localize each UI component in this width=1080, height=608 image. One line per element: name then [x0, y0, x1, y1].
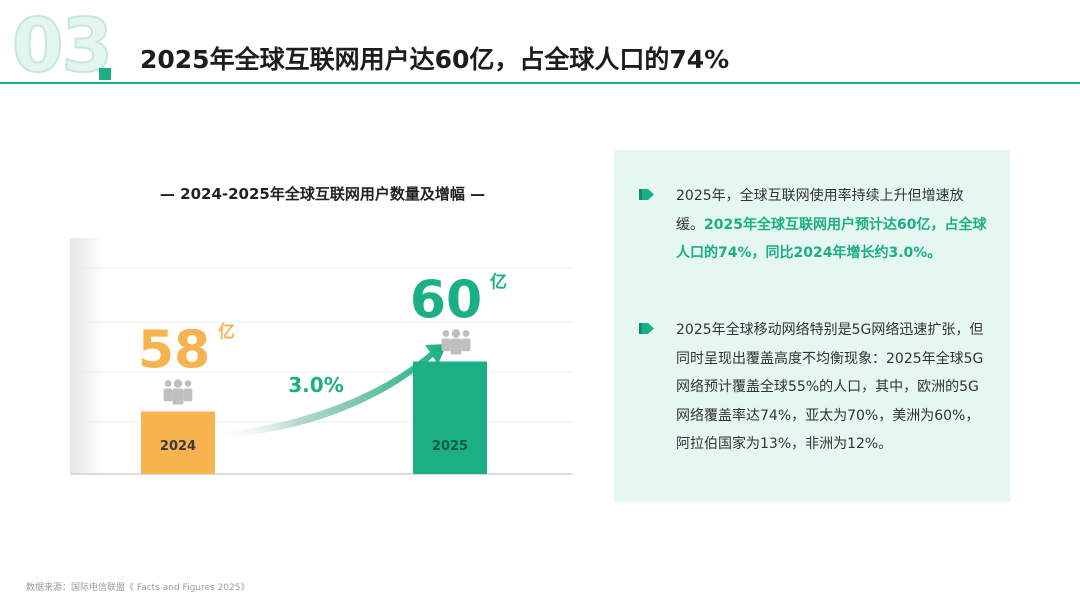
chart-title: — 2024-2025年全球互联网用户数量及增幅 — [159, 185, 486, 203]
bullet-1-text: 2025年，全球互联网使用率持续上升但增速放缓。 [676, 188, 964, 233]
page-title: 2025年全球互联网用户达60亿，占全球人口的74% [140, 45, 730, 74]
data-source-note: 数据来源：国际电信联盟《 Facts and Figures 2025》 [26, 583, 250, 593]
growth-label: 3.0% [288, 373, 343, 397]
bullet-1-highlight: 2025年全球互联网用户预计达60亿，占全球人口的74%，同比2024年增长约3… [676, 216, 987, 262]
bullet-2-text: 2025年全球移动网络特别是5G网络迅速扩张，但同时呈现出覆盖高度不均衡现象：2… [676, 322, 984, 452]
summary-panel: 2025年，全球互联网使用率持续上升但增速放缓。2025年全球互联网用户预计达6… [614, 150, 1010, 502]
unit-label: 亿 [490, 272, 507, 293]
bullet-marker-icon [639, 189, 654, 200]
header-divider [0, 82, 1080, 84]
bar-2025 [413, 361, 487, 474]
value-label: 58 [138, 321, 210, 381]
chart-gridlines [70, 267, 572, 423]
section-number-dot [99, 68, 111, 80]
section-number: 03 [11, 3, 114, 89]
bullet-marker-icon [639, 323, 654, 334]
value-label: 60 [410, 271, 482, 331]
summary-bullet-1: 2025年，全球互联网使用率持续上升但增速放缓。2025年全球互联网用户预计达6… [676, 182, 988, 268]
chart-left-shade [70, 238, 104, 474]
category-label: 2024 [160, 439, 196, 454]
people-icon [441, 329, 471, 355]
unit-label: 亿 [218, 322, 235, 343]
chart-bars: 2024 58 亿 2025 60 亿 [138, 271, 507, 474]
summary-bullet-2: 2025年全球移动网络特别是5G网络迅速扩张，但同时呈现出覆盖高度不均衡现象：2… [676, 316, 988, 459]
people-icon [163, 379, 193, 405]
category-label: 2025 [432, 439, 468, 454]
bar-2024 [141, 411, 215, 474]
